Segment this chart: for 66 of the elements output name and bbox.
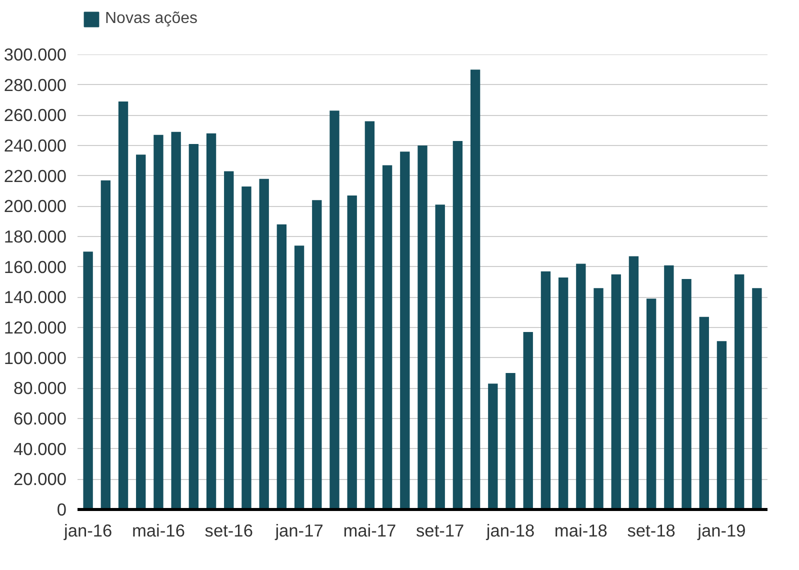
bar xyxy=(154,134,164,510)
bar xyxy=(364,121,375,510)
bar xyxy=(382,165,392,510)
x-tick-label: jan-18 xyxy=(485,520,535,540)
bar xyxy=(312,200,322,510)
y-tick-label: 180.000 xyxy=(4,226,67,246)
x-tick-label: set-17 xyxy=(416,520,464,540)
bar xyxy=(294,246,304,510)
x-tick-label: jan-19 xyxy=(696,520,746,540)
y-tick-label: 220.000 xyxy=(4,166,67,186)
bar xyxy=(558,277,568,510)
y-tick-label: 120.000 xyxy=(4,318,67,338)
bar xyxy=(83,252,93,510)
y-tick-label: 60.000 xyxy=(14,408,66,428)
y-tick-label: 40.000 xyxy=(14,438,66,459)
x-tick-label: jan-17 xyxy=(274,520,324,540)
bar xyxy=(224,171,234,510)
bar xyxy=(276,224,287,510)
x-tick-label: mai-16 xyxy=(132,520,185,540)
x-tick-label: set-16 xyxy=(204,520,253,540)
bar xyxy=(100,180,111,510)
bar xyxy=(136,154,146,510)
bar xyxy=(628,256,639,510)
x-tick-label: set-18 xyxy=(627,520,676,540)
bar xyxy=(699,316,709,510)
legend-label: Novas ações xyxy=(105,10,198,28)
bar xyxy=(452,140,463,510)
y-tick-label: 300.000 xyxy=(4,44,67,64)
y-tick-label: 240.000 xyxy=(4,136,67,156)
bar xyxy=(435,204,445,510)
bar xyxy=(594,288,604,510)
y-tick-label: 260.000 xyxy=(4,105,67,126)
bar xyxy=(611,274,621,510)
bar xyxy=(752,288,762,510)
y-tick-label: 80.000 xyxy=(14,378,66,398)
bar xyxy=(488,384,498,510)
bar xyxy=(523,332,533,510)
y-tick-label: 0 xyxy=(56,500,67,520)
y-tick-label: 280.000 xyxy=(4,74,67,95)
x-tick-label: mai-18 xyxy=(554,520,608,540)
bar xyxy=(540,271,551,510)
bar xyxy=(118,102,128,510)
bar xyxy=(330,110,340,510)
bar xyxy=(242,186,252,510)
bar xyxy=(259,178,269,510)
y-tick-label: 160.000 xyxy=(4,256,67,277)
bar xyxy=(418,146,428,510)
y-tick-label: 200.000 xyxy=(4,196,67,216)
bar xyxy=(506,373,516,510)
bar xyxy=(400,152,410,510)
bar xyxy=(664,265,674,510)
bar xyxy=(646,298,656,510)
bar xyxy=(188,144,199,510)
bar xyxy=(682,278,692,510)
bar xyxy=(470,70,480,510)
bar xyxy=(171,132,181,510)
bar xyxy=(347,196,357,510)
y-tick-label: 140.000 xyxy=(4,287,67,308)
bar xyxy=(206,133,216,510)
x-tick-label: mai-17 xyxy=(343,520,396,540)
bar xyxy=(716,341,727,510)
y-tick-label: 100.000 xyxy=(4,348,67,368)
y-tick-label: 20.000 xyxy=(14,469,66,490)
bar xyxy=(576,264,586,510)
bar xyxy=(734,274,744,510)
x-tick-label: jan-16 xyxy=(62,520,112,540)
